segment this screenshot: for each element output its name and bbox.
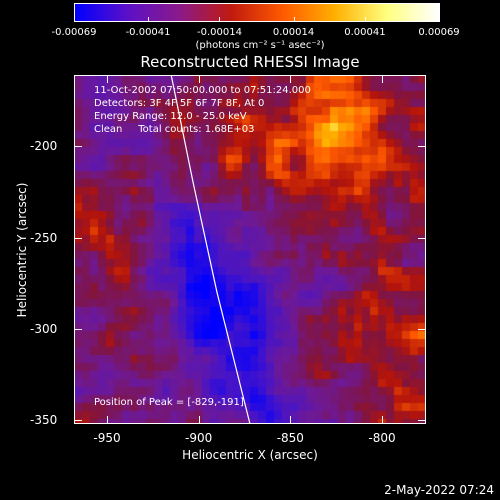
peak-position-text: Position of Peak = [-829,-191]: [94, 397, 244, 408]
colorbar-tick: [219, 17, 221, 22]
colorbar-tick-label: 0.00014: [272, 27, 315, 38]
y-tick: [74, 420, 82, 422]
y-tick-label: -350: [30, 413, 58, 428]
x-tick: [382, 416, 383, 424]
colorbar-tick: [74, 17, 75, 22]
x-tick: [198, 416, 200, 424]
energy-range-text: Energy Range: 12.0 - 25.0 keV: [94, 111, 247, 122]
x-tick: [290, 75, 292, 83]
colorbar-tick-label: 0.00069: [418, 27, 460, 38]
colorbar-tick: [293, 17, 295, 22]
y-tick: [418, 237, 426, 239]
y-tick: [418, 146, 426, 148]
y-tick: [74, 146, 82, 148]
colorbar-tick-label: -0.00041: [125, 27, 171, 38]
x-tick: [382, 75, 383, 83]
colorbar-tick: [364, 17, 366, 22]
colorbar: [74, 3, 440, 22]
x-tick-label: -950: [93, 431, 121, 445]
y-tick: [74, 328, 82, 330]
x-tick: [198, 75, 200, 83]
y-tick: [418, 328, 426, 330]
y-tick-label: -250: [30, 230, 58, 245]
x-tick-label: -850: [276, 431, 304, 445]
colorbar-tick-label: -0.00069: [51, 27, 97, 38]
chart-title: Reconstructed RHESSI Image: [140, 53, 360, 71]
heatmap-plot: 11-Oct-2002 07:50:00.000 to 07:51:24.000…: [74, 75, 426, 424]
limb-svg: [170, 75, 251, 424]
y-tick-label: -300: [30, 321, 58, 336]
x-tick-label: -900: [185, 431, 213, 445]
y-tick-label: -200: [30, 139, 58, 154]
x-tick: [107, 75, 108, 83]
colorbar-tick: [148, 17, 150, 22]
y-axis-label: Heliocentric Y (arcsec): [15, 182, 29, 318]
method-counts-text: Clean Total counts: 1.68E+03: [94, 124, 255, 135]
x-tick: [107, 416, 108, 424]
y-tick: [74, 237, 82, 239]
time-range-text: 11-Oct-2002 07:50:00.000 to 07:51:24.000: [94, 85, 311, 96]
colorbar-tick-label: -0.00014: [196, 27, 242, 38]
x-tick-label: -800: [368, 431, 396, 445]
footer-date: 2-May-2022 07:24: [384, 483, 494, 497]
detectors-text: Detectors: 3F 4F 5F 6F 7F 8F, At 0: [94, 98, 265, 109]
x-tick: [290, 416, 292, 424]
y-tick: [418, 420, 426, 422]
colorbar-tick-label: 0.00041: [344, 27, 386, 38]
colorbar-tick: [439, 17, 440, 22]
colorbar-unit: (photons cm⁻² s⁻¹ asec⁻²): [195, 40, 325, 51]
solar-limb-line: [170, 75, 251, 424]
x-axis-label: Heliocentric X (arcsec): [182, 448, 318, 462]
heatmap-canvas: [74, 75, 426, 424]
